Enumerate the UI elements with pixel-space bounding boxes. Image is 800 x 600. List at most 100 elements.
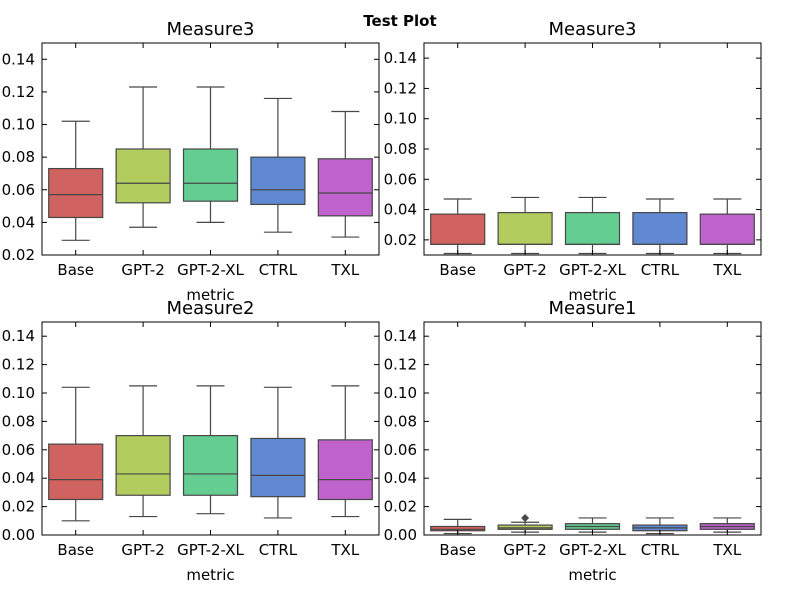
y-tick-label: 0.14 — [2, 50, 35, 68]
x-tick-label: GPT-2-XL — [559, 261, 626, 279]
y-tick-label: 0.12 — [2, 356, 35, 374]
box-iqr — [182, 435, 239, 496]
y-tick-label: 0.00 — [384, 526, 417, 544]
x-tick-label: Base — [439, 261, 476, 279]
y-tick-label: 0.14 — [384, 327, 417, 345]
box-txl — [317, 110, 373, 238]
x-tick-label: TXL — [712, 261, 741, 279]
y-tick-label: 0.12 — [384, 79, 417, 97]
axes-frame — [423, 321, 762, 536]
box-txl — [699, 198, 755, 255]
y-tick-label: 0.02 — [384, 231, 417, 249]
y-tick-label: 0.06 — [2, 181, 35, 199]
y-tick-label: 0.14 — [2, 327, 35, 345]
box-gpt-2-xl — [182, 86, 239, 223]
box-iqr — [430, 213, 486, 246]
y-tick-label: 0.10 — [384, 384, 417, 402]
box-ctrl — [250, 386, 306, 519]
y-tick-label: 0.04 — [2, 213, 35, 231]
box-txl — [317, 385, 373, 518]
box-iqr — [182, 148, 239, 202]
x-tick-label: GPT-2-XL — [177, 261, 244, 279]
box-gpt-2 — [497, 196, 553, 255]
box-base — [430, 198, 486, 255]
figure-title: Test Plot — [363, 12, 436, 30]
box-txl — [699, 517, 755, 533]
y-tick-label: 0.12 — [2, 83, 35, 101]
y-tick-label: 0.10 — [2, 384, 35, 402]
y-tick-label: 0.04 — [384, 201, 417, 219]
y-tick-label: 0.02 — [2, 498, 35, 516]
x-tick-label: Base — [439, 541, 476, 559]
box-iqr — [48, 443, 104, 501]
box-base — [48, 386, 104, 522]
box-ctrl — [632, 198, 688, 255]
y-tick-label: 0.00 — [2, 526, 35, 544]
y-tick-label: 0.06 — [384, 441, 417, 459]
y-tick-label: 0.04 — [2, 469, 35, 487]
outlier-point — [521, 513, 530, 522]
x-tick-label: CTRL — [641, 541, 680, 559]
y-tick-label: 0.08 — [384, 140, 417, 158]
box-iqr — [317, 158, 373, 217]
y-tick-label: 0.10 — [2, 116, 35, 134]
subplot-2: 0.02 0.04 0.06 0.08 0.10 0.12 0.14 Base GPT-2 GPT… — [384, 19, 762, 304]
box-iqr — [699, 213, 755, 246]
x-axis-label: metric — [568, 286, 616, 304]
x-tick-label: TXL — [330, 261, 359, 279]
box-iqr — [317, 439, 373, 501]
box-gpt-2 — [115, 385, 171, 518]
x-tick-label: CTRL — [259, 261, 298, 279]
x-tick-label: TXL — [330, 541, 359, 559]
subplot-3: 0.00 0.02 0.04 0.06 0.08 0.10 0.12 0.14 Base GPT-… — [2, 298, 380, 584]
box-iqr — [250, 156, 306, 206]
box-iqr — [250, 437, 306, 498]
box-base — [48, 120, 104, 241]
x-tick-label: GPT-2 — [121, 541, 164, 559]
y-tick-label: 0.14 — [384, 49, 417, 67]
x-axis-label: metric — [186, 566, 234, 584]
box-iqr — [497, 524, 553, 530]
y-tick-label: 0.06 — [384, 170, 417, 188]
y-tick-label: 0.08 — [384, 412, 417, 430]
x-tick-label: CTRL — [259, 541, 298, 559]
box-iqr — [632, 212, 688, 246]
subplot-1: 0.02 0.04 0.06 0.08 0.10 0.12 0.14 Base GPT-2 GPT… — [2, 19, 380, 304]
subplot-title: Measure2 — [167, 298, 255, 319]
x-tick-label: TXL — [712, 541, 741, 559]
y-tick-label: 0.08 — [2, 412, 35, 430]
x-tick-label: Base — [57, 261, 94, 279]
x-tick-label: GPT-2-XL — [559, 541, 626, 559]
box-ctrl — [250, 97, 306, 233]
subplot-title: Measure1 — [549, 298, 637, 319]
y-tick-label: 0.06 — [2, 441, 35, 459]
subplot-4: 0.00 0.02 0.04 0.06 0.08 0.10 0.12 0.14 Base GPT-… — [384, 298, 762, 584]
box-gpt-2 — [497, 513, 553, 533]
x-tick-label: GPT-2 — [503, 261, 546, 279]
y-tick-label: 0.04 — [384, 469, 417, 487]
box-gpt-2-xl — [564, 517, 621, 533]
x-axis-label: metric — [186, 286, 234, 304]
y-tick-label: 0.02 — [2, 246, 35, 264]
subplot-title: Measure3 — [167, 19, 255, 40]
y-tick-label: 0.10 — [384, 110, 417, 128]
box-iqr — [115, 435, 171, 496]
box-gpt-2-xl — [182, 385, 239, 515]
box-gpt-2 — [115, 86, 171, 228]
x-tick-label: CTRL — [641, 261, 680, 279]
x-tick-label: Base — [57, 541, 94, 559]
y-tick-label: 0.12 — [384, 356, 417, 374]
y-tick-label: 0.08 — [2, 148, 35, 166]
box-iqr — [115, 148, 171, 204]
subplot-title: Measure3 — [549, 19, 637, 40]
box-iqr — [497, 212, 553, 246]
x-tick-label: GPT-2-XL — [177, 541, 244, 559]
x-tick-label: GPT-2 — [121, 261, 164, 279]
subplots: 0.02 0.04 0.06 0.08 0.10 0.12 0.14 Base GPT-2 GPT… — [2, 19, 762, 584]
box-iqr — [564, 212, 621, 246]
y-tick-label: 0.02 — [384, 498, 417, 516]
x-axis-label: metric — [568, 566, 616, 584]
x-tick-label: GPT-2 — [503, 541, 546, 559]
box-iqr — [48, 167, 104, 219]
